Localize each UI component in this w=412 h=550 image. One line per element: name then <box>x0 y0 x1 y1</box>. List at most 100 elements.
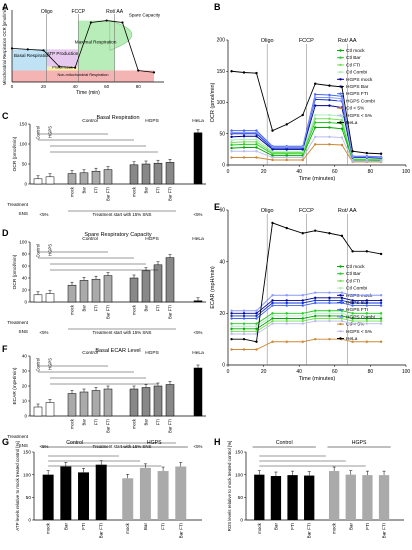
category-label: Bar <box>82 418 87 425</box>
y-tick-label: 0 <box>222 363 225 369</box>
y-axis-label: Mitochondrial Respiration OCR [pmol/min] <box>2 7 7 85</box>
bar <box>45 293 55 303</box>
series-point <box>314 126 317 129</box>
series-point <box>255 135 258 138</box>
series-point <box>379 340 383 343</box>
bar <box>254 474 265 520</box>
series-point <box>328 314 331 318</box>
legend-label: HeLa <box>346 336 358 342</box>
series-point <box>285 317 288 320</box>
series-point <box>328 312 331 315</box>
series-point <box>328 296 331 300</box>
series-point <box>230 150 233 153</box>
bar <box>129 277 139 303</box>
category-label: mock <box>70 304 75 315</box>
bar <box>193 132 203 185</box>
series-point <box>379 304 383 307</box>
category-label: Bar <box>82 186 87 193</box>
legend-label: HGPS Combi <box>346 98 375 104</box>
category-label: Bar FTI <box>307 523 312 538</box>
x-axis-label: Time (minutes) <box>299 176 336 182</box>
category-label: Bar FTI <box>106 419 111 433</box>
y-tick-label: 0 <box>24 300 27 305</box>
series-point <box>285 145 288 149</box>
category-label: FTI <box>365 523 370 530</box>
legend-marker <box>339 92 342 95</box>
series-line <box>231 299 382 317</box>
y-tick-label: 60 <box>219 208 225 214</box>
category-label: Bar <box>82 304 87 311</box>
y-tick-label: 100 <box>235 472 243 478</box>
trace-point <box>89 21 92 24</box>
region-basal <box>12 49 47 71</box>
legend-marker <box>339 56 342 59</box>
sns-value: <5% <box>194 212 203 217</box>
series-point <box>340 136 344 139</box>
x-tick-label: 20 <box>261 169 267 175</box>
category-label: mock <box>132 304 137 315</box>
series-point <box>230 156 233 159</box>
panel-letter: C <box>2 111 9 121</box>
spare-capacity-bulge <box>109 20 132 51</box>
series-point <box>340 301 344 305</box>
y-tick-label: 60 <box>22 264 28 269</box>
bar <box>139 467 151 520</box>
x-tick-label: 60 <box>332 369 338 375</box>
series-point <box>271 294 274 297</box>
legend-label: HGPS FTI <box>346 91 368 97</box>
series-point <box>271 317 274 320</box>
series-point <box>379 252 383 256</box>
series-point <box>379 152 383 155</box>
x-axis-label: Time (min) <box>76 90 100 96</box>
region-atp <box>46 49 79 67</box>
series-point <box>314 93 317 96</box>
injection-label: FCCP <box>299 38 314 44</box>
series-point <box>285 123 288 126</box>
series-point <box>328 96 331 99</box>
series-point <box>230 348 233 351</box>
category-label: mock <box>132 418 137 429</box>
series-point <box>230 337 233 341</box>
series-point <box>255 348 258 351</box>
legend-marker <box>339 294 342 297</box>
legend-marker <box>339 279 342 283</box>
bar <box>45 402 55 417</box>
series-point <box>285 154 288 157</box>
legend-label: HeLa <box>346 120 358 126</box>
series-line <box>231 93 382 158</box>
region-label: Maximal Respiration <box>75 40 117 45</box>
series-point <box>301 317 304 320</box>
series-point <box>230 70 233 73</box>
y-tick-label: 150 <box>235 450 243 456</box>
legend-label: Ctl < 5% <box>346 322 365 328</box>
x-tick-label: 40 <box>296 369 302 375</box>
panel-letter: H <box>214 437 221 447</box>
bar <box>91 170 101 185</box>
group-label: HGPS <box>147 440 162 446</box>
x-tick-label: 100 <box>402 369 411 375</box>
series-line <box>231 143 382 163</box>
series-point <box>351 322 354 325</box>
series-point <box>285 312 288 315</box>
y-tick-label: 40 <box>22 354 28 359</box>
series-point <box>314 317 317 320</box>
series-point <box>328 126 331 129</box>
category-label: Bar FTI <box>178 523 183 538</box>
series-point <box>255 138 258 141</box>
series-line <box>231 338 382 350</box>
injection-label: Rot/ AA <box>338 208 357 214</box>
legend-label: Ctl Bar <box>346 55 361 61</box>
category-label: mock <box>125 522 130 534</box>
category-label: Bar FTI <box>168 305 173 319</box>
panel-letter: A <box>2 2 9 12</box>
series-point <box>351 150 354 153</box>
series-point <box>285 150 288 153</box>
category-label: Bar FTI <box>382 523 387 538</box>
bar <box>129 164 139 185</box>
legend-label: HGPS mock <box>346 77 373 83</box>
series-point <box>340 97 344 100</box>
series-point <box>365 160 369 163</box>
series-point <box>365 340 369 343</box>
bar <box>362 475 373 520</box>
bar <box>165 257 175 303</box>
